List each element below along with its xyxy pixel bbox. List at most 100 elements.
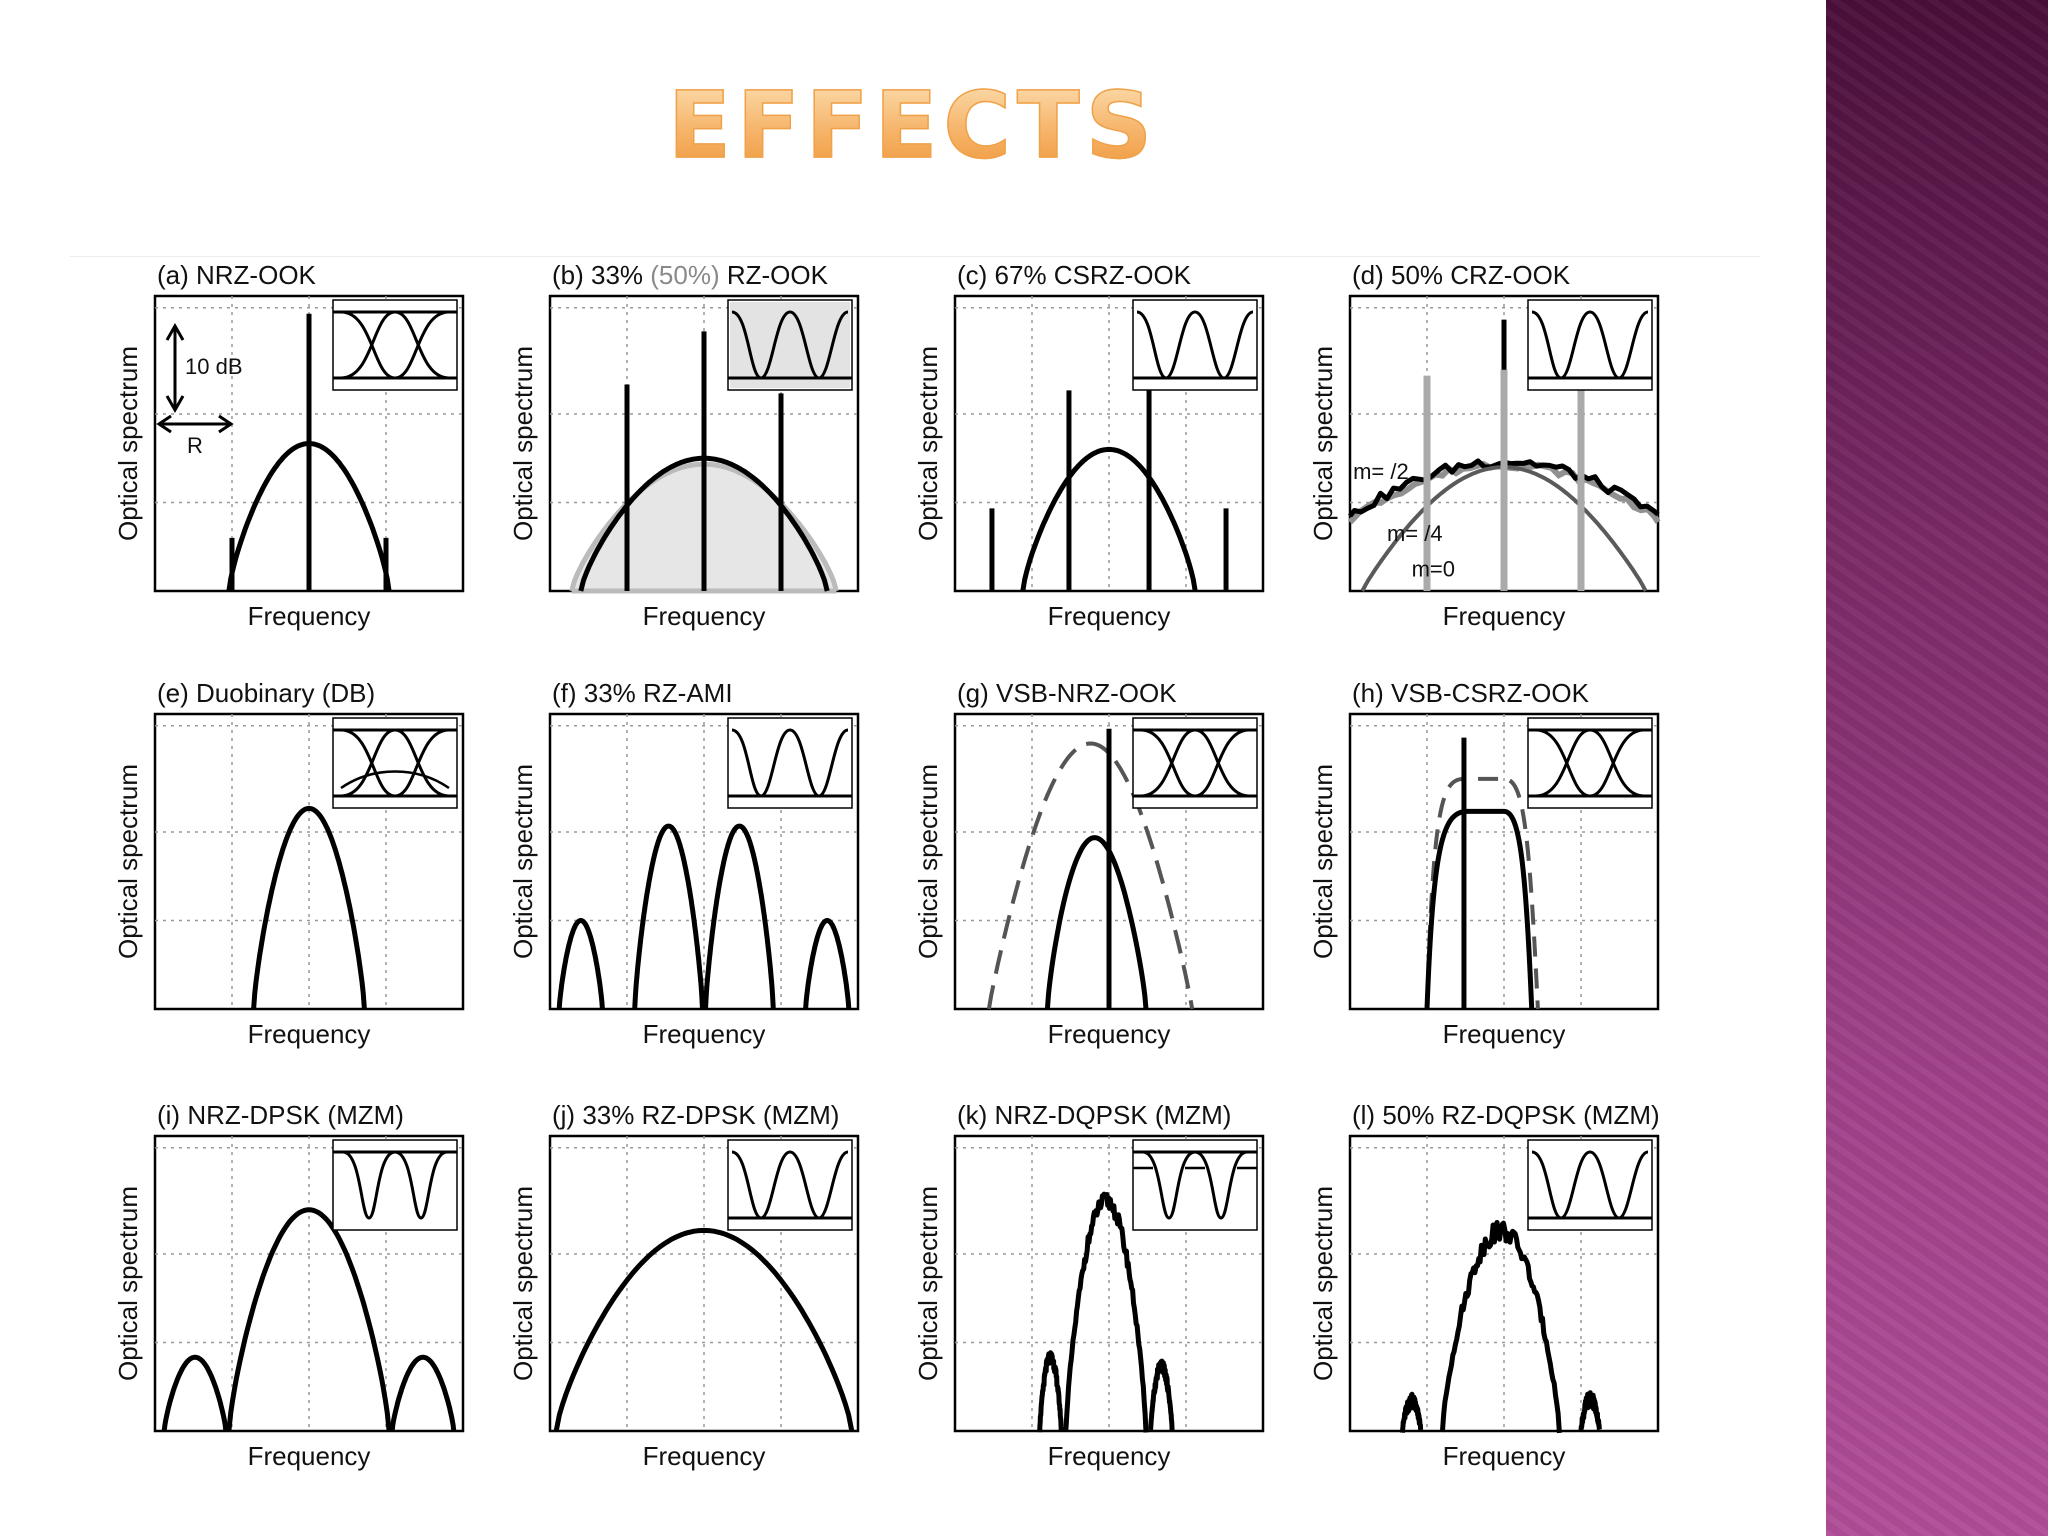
x-axis-label: Frequency	[1443, 601, 1566, 631]
title-divider	[70, 256, 1760, 257]
eye-trace	[731, 1150, 849, 1220]
x-axis-label: Frequency	[1048, 1019, 1171, 1049]
eye-trace	[1136, 310, 1254, 380]
y-axis-label: Optical spectrum	[508, 346, 538, 541]
panel-title: (j) 33% RZ-DPSK (MZM)	[552, 1100, 839, 1130]
spectrum-panel-b: (b) 33% (50%) RZ-OOK Frequency Optical spe…	[508, 260, 860, 631]
spectrum-lobe	[553, 1227, 855, 1432]
x-axis-label: Frequency	[248, 1019, 371, 1049]
spectrum-lobe	[703, 823, 776, 1010]
panel-title: (g) VSB-NRZ-OOK	[957, 678, 1177, 708]
panel-title-part: (50%)	[650, 260, 719, 290]
eye-trace	[1535, 728, 1645, 798]
y-axis-label: Optical spectrum	[508, 1186, 538, 1381]
eye-trace	[1140, 728, 1250, 798]
optical-spectra-figure: (a) NRZ-OOK 10 dB R Frequency Optical spectr…	[113, 260, 1661, 1471]
eye-diagram-inset	[332, 1139, 458, 1231]
spectrum-lobe	[632, 823, 705, 1010]
spectrum-panel-l: (l) 50% RZ-DQPSK (MZM) Frequency Optical s…	[1308, 1100, 1660, 1471]
panel-title: (d) 50% CRZ-OOK	[1352, 260, 1571, 290]
panel-title-part: (b) 33%	[552, 260, 650, 290]
spectrum-lobe	[1439, 1220, 1562, 1434]
eye-shading	[730, 302, 850, 388]
spectrum-lobe	[1424, 808, 1535, 1010]
y-axis-label: Optical spectrum	[913, 346, 943, 541]
spectrum-lobe	[226, 1207, 392, 1432]
filter-response	[986, 741, 1195, 1010]
eye-trace	[1142, 1150, 1196, 1220]
eye-trace	[394, 1150, 448, 1220]
spectrum-panel-d: (d) 50% CRZ-OOK m= /2 m= /4 m=0 Frequency Opt…	[1308, 260, 1661, 631]
bandwidth-arrow	[156, 414, 234, 434]
spectrum-lobe	[1578, 1390, 1602, 1433]
spectrum-panel-a: (a) NRZ-OOK 10 dB R Frequency Optical spectr…	[113, 260, 465, 631]
spectrum-panel-g: (g) VSB-NRZ-OOK Frequency Optical spectrum	[913, 678, 1265, 1049]
y-axis-label: Optical spectrum	[113, 346, 143, 541]
y-axis-label: Optical spectrum	[1308, 1186, 1338, 1381]
eye-trace	[1531, 1150, 1649, 1220]
decorative-sidebar	[1826, 0, 2048, 1536]
panel-title: (h) VSB-CSRZ-OOK	[1352, 678, 1590, 708]
scale-label: 10 dB	[185, 354, 243, 379]
y-axis-label: Optical spectrum	[1308, 764, 1338, 959]
panel-title: (i) NRZ-DPSK (MZM)	[157, 1100, 404, 1130]
x-axis-label: Frequency	[1048, 601, 1171, 631]
panel-title: (f) 33% RZ-AMI	[552, 678, 733, 708]
spectrum-panel-c: (c) 67% CSRZ-OOK Frequency Optical spectru…	[913, 260, 1265, 631]
y-axis-label: Optical spectrum	[1308, 346, 1338, 541]
x-axis-label: Frequency	[643, 1441, 766, 1471]
panel-title: (e) Duobinary (DB)	[157, 678, 375, 708]
x-axis-label: Frequency	[1443, 1441, 1566, 1471]
series-label: m=0	[1412, 556, 1455, 581]
y-axis-label: Optical spectrum	[913, 1186, 943, 1381]
series-label: m= /4	[1387, 521, 1443, 546]
eye-trace	[1531, 310, 1649, 380]
spectrum-lobe	[1037, 1350, 1064, 1433]
y-axis-label: Optical spectrum	[113, 1186, 143, 1381]
eye-trace	[1194, 1150, 1248, 1220]
series-label: m= /2	[1353, 459, 1409, 484]
panel-title: (k) NRZ-DQPSK (MZM)	[957, 1100, 1231, 1130]
y-axis-label: Optical spectrum	[508, 764, 538, 959]
eye-trace	[340, 770, 450, 790]
panel-title: (l) 50% RZ-DQPSK (MZM)	[1352, 1100, 1660, 1130]
eye-trace	[1140, 728, 1250, 798]
filter-response	[1425, 776, 1540, 1010]
spectrum-lobe	[1044, 835, 1149, 1010]
spectrum-lobe	[1063, 1191, 1149, 1433]
spectrum-panel-f: (f) 33% RZ-AMI Frequency Optical spectrum	[508, 678, 860, 1049]
x-axis-label: Frequency	[248, 1441, 371, 1471]
eye-trace	[340, 728, 450, 798]
y-axis-label: Optical spectrum	[113, 764, 143, 959]
y-axis-label: Optical spectrum	[913, 764, 943, 959]
eye-trace	[1535, 728, 1645, 798]
spectrum-lobe	[251, 805, 367, 1010]
spectrum-panel-h: (h) VSB-CSRZ-OOK Frequency Optical spectru…	[1308, 678, 1660, 1049]
spectrum-panel-e: (e) Duobinary (DB) Frequency Optical spect…	[113, 678, 465, 1049]
eye-trace	[340, 310, 450, 380]
x-axis-label: Frequency	[248, 601, 371, 631]
eye-trace	[342, 1150, 396, 1220]
x-axis-label: Frequency	[1443, 1019, 1566, 1049]
spectrum-lobe	[556, 918, 605, 1010]
eye-trace	[340, 728, 450, 798]
eye-diagram-inset	[1132, 1139, 1258, 1231]
panel-title: (c) 67% CSRZ-OOK	[957, 260, 1192, 290]
eye-trace	[731, 310, 849, 380]
spectrum-lobe	[803, 918, 852, 1010]
x-axis-label: Frequency	[643, 601, 766, 631]
spectrum-lobe	[389, 1354, 457, 1432]
panel-title: (b) 33% (50%) RZ-OOK	[552, 260, 829, 290]
spectrum-lobe	[161, 1354, 229, 1432]
spectrum-panel-i: (i) NRZ-DPSK (MZM) Frequency Optical spect…	[113, 1100, 465, 1471]
spectrum-lobe	[1148, 1358, 1175, 1432]
x-axis-label: Frequency	[1048, 1441, 1171, 1471]
eye-trace	[731, 728, 849, 798]
panel-title-part: RZ-OOK	[720, 260, 829, 290]
spectrum-panel-j: (j) 33% RZ-DPSK (MZM) Frequency Optical sp…	[508, 1100, 860, 1471]
slide-title: EFFECTS	[0, 71, 1826, 180]
spectrum-lobe	[1020, 446, 1198, 592]
spectrum-lobe	[1399, 1391, 1424, 1433]
eye-trace	[340, 310, 450, 380]
bandwidth-label: R	[187, 433, 203, 458]
